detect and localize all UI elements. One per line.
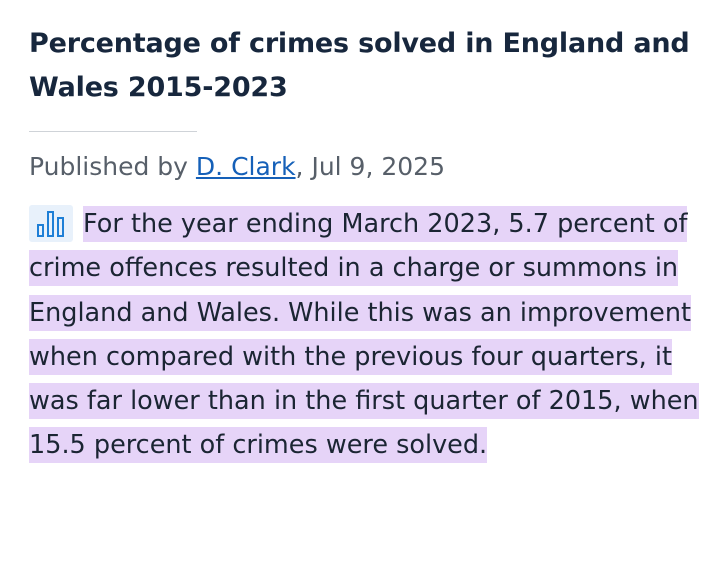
- summary-text: For the year ending March 2023, 5.7 perc…: [29, 206, 699, 464]
- page-title: Percentage of crimes solved in England a…: [29, 28, 690, 103]
- article: Percentage of crimes solved in England a…: [29, 22, 701, 468]
- publish-date: , Jul 9, 2025: [295, 152, 445, 181]
- title-divider: [29, 131, 197, 132]
- byline-prefix: Published by: [29, 152, 196, 181]
- author-link[interactable]: D. Clark: [195, 152, 296, 181]
- bar-chart-icon: [29, 205, 73, 242]
- byline: Published by D. Clark, Jul 9, 2025: [29, 150, 701, 184]
- statistic-summary: For the year ending March 2023, 5.7 perc…: [29, 202, 701, 468]
